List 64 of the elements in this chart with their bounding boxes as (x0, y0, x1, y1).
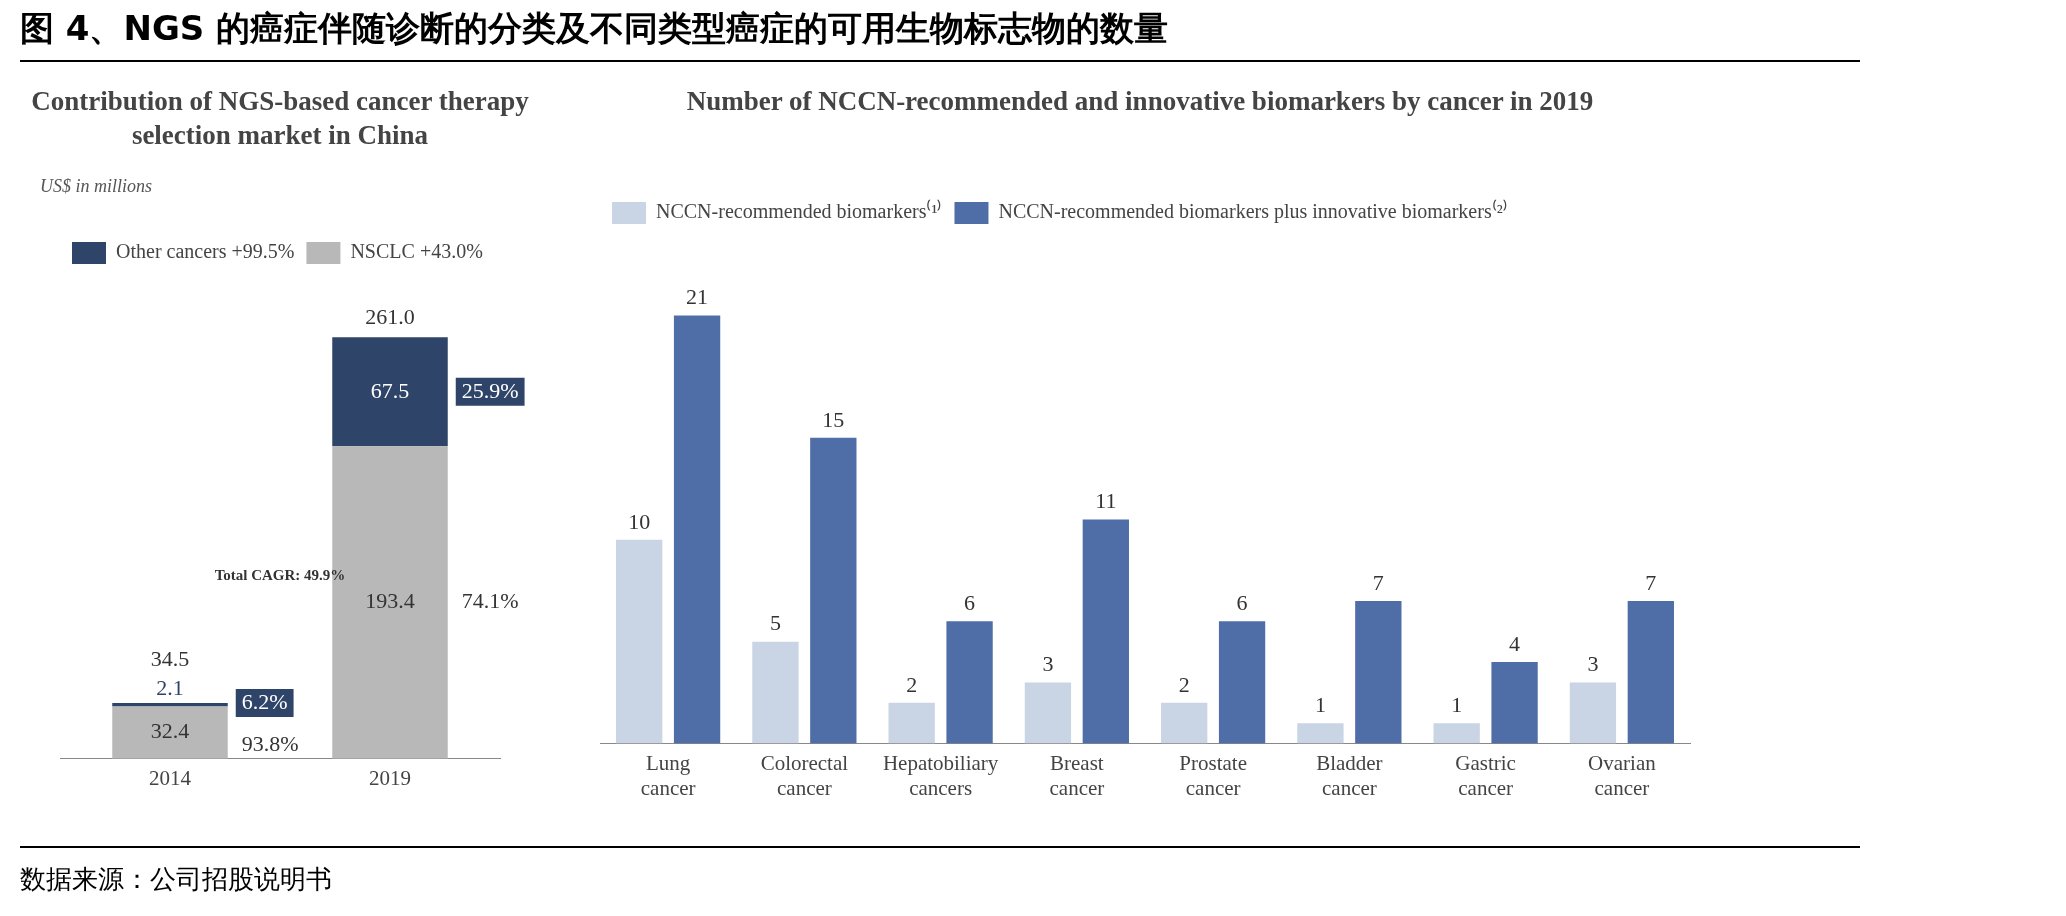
annotation: 25.9% (461, 377, 519, 403)
x-tick-label: Bladder cancer (1316, 750, 1383, 800)
annotation: 74.1% (461, 588, 519, 614)
bar (112, 706, 228, 759)
bar (810, 437, 857, 744)
total-label: 261.0 (365, 303, 415, 329)
data-label: 6 (964, 590, 976, 616)
y-axis-title: US$ in millions (40, 176, 153, 197)
text: 图 4、NGS 的癌症伴随诊断的分类及不同类型癌症的可用生物标志物的数量 (20, 6, 1860, 62)
data-label: 3 (1042, 651, 1054, 677)
bar (1627, 600, 1674, 744)
bar (888, 702, 935, 744)
legend-label: NSCLC +43.0% (350, 240, 483, 263)
data-label: 11 (1095, 488, 1117, 514)
data-label: 6 (1236, 590, 1248, 616)
source-note: 数据来源：公司招股说明书 (20, 846, 1860, 897)
data-label: 10 (628, 508, 651, 534)
bar (1569, 682, 1617, 744)
data-label: 32.4 (150, 718, 190, 744)
annotation: Total CAGR: 49.9% (214, 567, 346, 584)
x-tick-label: 2014 (149, 765, 192, 790)
annotation: 93.8% (241, 730, 299, 756)
bar (332, 337, 448, 447)
bar (1355, 600, 1402, 744)
data-label: 5 (769, 610, 781, 636)
data-label: 21 (686, 284, 709, 310)
legend-label: NCCN-recommended biomarkers⁽¹⁾ (656, 199, 943, 223)
data-label: 4 (1509, 630, 1521, 656)
bar (1024, 682, 1072, 744)
x-tick-label: Colorectal cancer (760, 750, 849, 800)
bar (1433, 723, 1480, 744)
chart-subtitle: Contribution of NGS-based cancer therapy selection market in China (30, 85, 530, 152)
data-label: 1 (1314, 692, 1326, 717)
x-tick-label: Gastric cancer (1455, 750, 1516, 800)
bar (1297, 723, 1344, 744)
chart-title: Number of NCCN-recommended and innovative biomarkers by cancer in 2019 (685, 85, 1595, 118)
x-tick-label: Lung cancer (640, 750, 696, 800)
bar (673, 315, 721, 744)
total-label: 34.5 (150, 645, 190, 671)
x-tick-label: Breast cancer (1049, 750, 1105, 800)
legend-label: Other cancers +99.5% (116, 240, 295, 263)
bar (1082, 519, 1129, 744)
x-tick-label: Prostate cancer (1179, 750, 1247, 800)
bar (616, 539, 663, 744)
data-label: 2.1 (156, 674, 184, 700)
bar (946, 621, 993, 744)
data-label: 7 (1372, 569, 1384, 595)
data-label: 2 (906, 671, 918, 697)
x-tick-label: Hepatobiliary cancers (882, 750, 999, 800)
data-label: 67.5 (370, 377, 410, 403)
bar (1161, 702, 1208, 744)
bar (752, 641, 799, 744)
x-tick-label: Ovarian cancer (1588, 750, 1657, 800)
bar (1491, 662, 1538, 744)
x-tick-label: 2019 (369, 765, 411, 790)
annotation: 6.2% (241, 688, 288, 714)
data-label: 1 (1451, 692, 1463, 717)
data-label: 193.4 (365, 588, 415, 614)
data-label: 3 (1587, 651, 1599, 677)
bar (1218, 621, 1266, 744)
data-label: 7 (1645, 569, 1657, 595)
data-label: 15 (822, 406, 845, 432)
legend-label: NCCN-recommended biomarkers plus innovative biomarkers⁽²⁾ (998, 199, 1508, 224)
data-label: 2 (1178, 671, 1190, 697)
